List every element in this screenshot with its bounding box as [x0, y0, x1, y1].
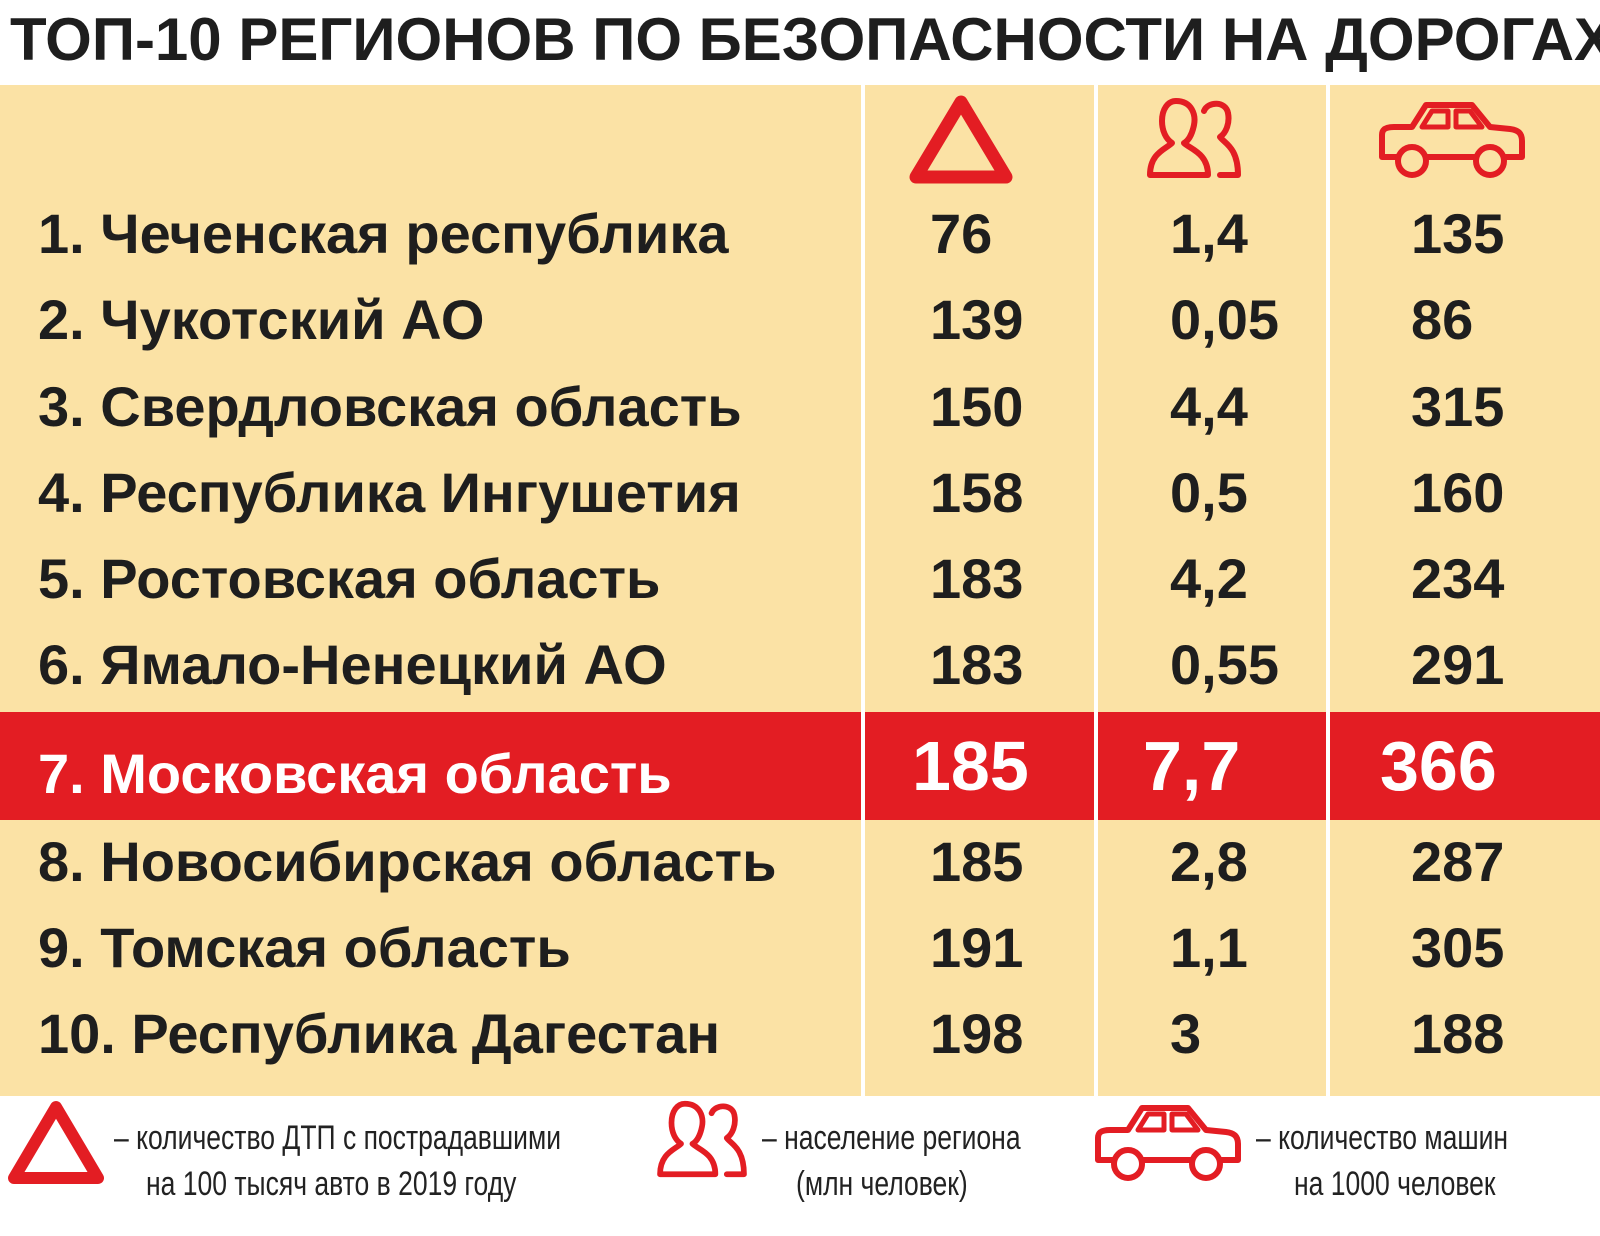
- table-row: 4. Республика Ингушетия 158 0,5 160: [0, 449, 1600, 537]
- cars-value: 366: [1380, 727, 1497, 805]
- cars-value: 234: [1411, 547, 1505, 610]
- cars-value: 188: [1411, 1002, 1505, 1065]
- people-icon: [657, 1100, 747, 1178]
- legend: – количество ДТП с пострадавшими на 100 …: [0, 1096, 1600, 1236]
- accidents-value: 185: [930, 830, 1024, 893]
- cars-value: 315: [1411, 375, 1505, 438]
- accidents-value: 76: [930, 202, 993, 265]
- accidents-value: 198: [930, 1002, 1024, 1065]
- column-divider: [1326, 85, 1330, 1096]
- legend-population-line2: (млн человек): [796, 1165, 968, 1203]
- accidents-value: 139: [930, 288, 1024, 351]
- cars-value: 291: [1411, 633, 1505, 696]
- column-divider: [861, 85, 865, 1096]
- warning-triangle-icon: [8, 1101, 104, 1184]
- ranking-table: 1. Чеченская республика 76 1,4 135 2. Чу…: [0, 85, 1600, 1096]
- table-row: 5. Ростовская область 183 4,2 234: [0, 535, 1600, 623]
- column-divider: [1094, 85, 1098, 1096]
- table-row: 6. Ямало-Ненецкий АО 183 0,55 291: [0, 621, 1600, 709]
- region-name: 1. Чеченская республика: [38, 202, 729, 265]
- table-row: 9. Томская область 191 1,1 305: [0, 904, 1600, 992]
- population-value: 4,2: [1170, 547, 1248, 610]
- car-icon: [1095, 1105, 1241, 1181]
- region-name: 6. Ямало-Ненецкий АО: [38, 633, 667, 696]
- people-icon: [1147, 98, 1241, 178]
- accidents-value: 183: [930, 633, 1024, 696]
- region-name: 2. Чукотский АО: [38, 288, 485, 351]
- page-title: ТОП-10 РЕГИОНОВ ПО БЕЗОПАСНОСТИ НА ДОРОГ…: [10, 6, 1600, 73]
- region-name: 8. Новосибирская область: [38, 830, 777, 893]
- population-value: 2,8: [1170, 830, 1248, 893]
- column-divider: [861, 712, 865, 820]
- region-name: 10. Республика Дагестан: [38, 1002, 721, 1065]
- region-name: 5. Ростовская область: [38, 547, 661, 610]
- population-value: 0,55: [1170, 633, 1279, 696]
- population-value: 3: [1170, 1002, 1202, 1065]
- accidents-value: 150: [930, 375, 1024, 438]
- table-row: 1. Чеченская республика 76 1,4 135: [0, 190, 1600, 278]
- region-name: 9. Томская область: [38, 916, 571, 979]
- legend-cars-line1: – количество машин: [1256, 1119, 1509, 1157]
- region-name: 4. Республика Ингушетия: [38, 461, 741, 524]
- accidents-value: 185: [912, 727, 1029, 805]
- population-value: 0,5: [1170, 461, 1248, 524]
- accidents-value: 183: [930, 547, 1024, 610]
- accidents-value: 158: [930, 461, 1024, 524]
- cars-value: 86: [1411, 288, 1474, 351]
- legend-accidents-line1: – количество ДТП с пострадавшими: [114, 1119, 562, 1157]
- cars-value: 160: [1411, 461, 1505, 524]
- accidents-value: 191: [930, 916, 1024, 979]
- population-value: 4,4: [1170, 375, 1248, 438]
- column-divider: [1326, 712, 1330, 820]
- car-icon: [1379, 102, 1525, 178]
- table-row: 3. Свердловская область 150 4,4 315: [0, 363, 1600, 451]
- region-name: 7. Московская область: [38, 742, 672, 805]
- highlighted-table-row: 7. Московская область 185 7,7 366: [0, 712, 1600, 820]
- legend-population-line1: – население региона: [762, 1119, 1021, 1157]
- column-divider: [1094, 712, 1098, 820]
- table-row: 10. Республика Дагестан 198 3 188: [0, 990, 1600, 1078]
- cars-value: 135: [1411, 202, 1505, 265]
- population-value: 0,05: [1170, 288, 1279, 351]
- legend-accidents-line2: на 100 тысяч авто в 2019 году: [146, 1165, 517, 1203]
- table-row: 8. Новосибирская область 185 2,8 287: [0, 818, 1600, 906]
- region-name: 3. Свердловская область: [38, 375, 742, 438]
- legend-cars-line2: на 1000 человек: [1294, 1165, 1496, 1203]
- warning-triangle-icon: [909, 95, 1013, 184]
- table-row: 2. Чукотский АО 139 0,05 86: [0, 276, 1600, 364]
- cars-value: 305: [1411, 916, 1505, 979]
- population-value: 1,4: [1170, 202, 1248, 265]
- cars-value: 287: [1411, 830, 1505, 893]
- population-value: 7,7: [1143, 727, 1241, 805]
- population-value: 1,1: [1170, 916, 1248, 979]
